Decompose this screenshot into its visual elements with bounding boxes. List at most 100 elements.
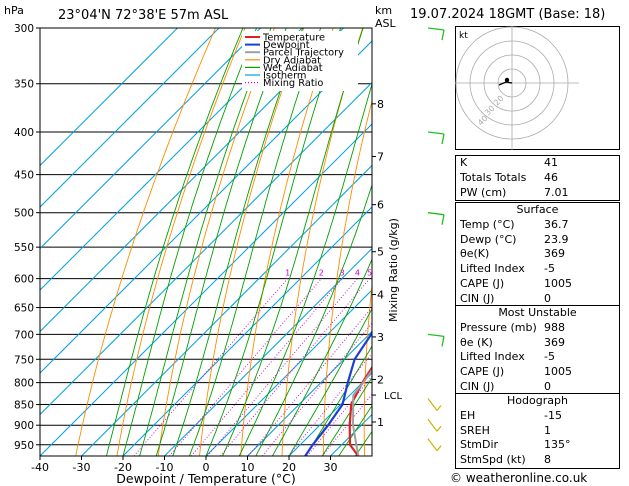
- dry-adiabat-line: [157, 28, 275, 456]
- hodograph-trace: [498, 81, 513, 86]
- legend-label: Isotherm: [263, 71, 306, 82]
- x-axis-label: Dewpoint / Temperature (°C): [116, 471, 295, 486]
- datetime-title: 19.07.2024 18GMT (Base: 18): [410, 7, 606, 22]
- index-value: 1: [544, 423, 551, 437]
- mixing-ratio-label: 15: [429, 269, 439, 278]
- index-value: -5: [544, 350, 555, 364]
- pressure-tick-label: 300: [14, 23, 34, 35]
- index-row: CAPE (J) 1005: [456, 365, 619, 380]
- index-value: 41: [544, 156, 558, 169]
- indices-most-unstable: Most Unstable Pressure (mb) 988 θe (K) 369 Li…: [455, 305, 620, 396]
- dry-adiabat-line: [116, 28, 246, 456]
- pressure-tick-label: 700: [14, 329, 34, 341]
- plot-area: [40, 28, 372, 456]
- wet-adiabat-line: [238, 82, 372, 456]
- wet-adiabat-line: [305, 345, 372, 456]
- index-row: StmSpd (kt) 8: [456, 453, 619, 468]
- index-label: CAPE (J): [460, 276, 505, 290]
- legend-label: Mixing Ratio: [263, 78, 323, 89]
- wet-adiabat-line: [188, 28, 322, 456]
- wind-barb: [427, 333, 445, 347]
- wet-adiabat-line: [288, 307, 372, 456]
- isotherm-line: [40, 28, 344, 333]
- isotherm-line: [122, 206, 372, 456]
- temperature-tick-label: 20: [282, 461, 296, 474]
- legend-label: Dry Adiabat: [263, 55, 321, 66]
- mixing-ratio-label: 2: [319, 269, 324, 278]
- wet-adiabat-line: [105, 28, 244, 456]
- location-title: 23°04'N 72°38'E 57m ASL: [58, 8, 229, 23]
- dry-adiabat-line: [404, 28, 451, 456]
- mixing-ratio-line: [248, 306, 372, 456]
- pressure-tick-label: 350: [14, 79, 34, 91]
- mixing-ratio-label: 10: [404, 269, 414, 278]
- index-value: -15: [544, 408, 562, 422]
- mixing-ratio-line: [190, 278, 343, 456]
- credit-text: © weatheronline.co.uk: [450, 471, 588, 485]
- index-row: SREH 1: [456, 424, 619, 439]
- pressure-tick-label: 650: [14, 303, 34, 315]
- mixing-ratio-label: 4: [355, 269, 360, 278]
- index-row: θe(K) 369: [456, 247, 619, 262]
- index-label: CIN (J): [460, 379, 495, 393]
- wind-barb: [427, 212, 445, 225]
- height-tick-label: 6: [377, 199, 384, 212]
- index-value: 8: [544, 453, 551, 467]
- isotherm-line: [40, 28, 220, 208]
- wet-adiabat-line: [155, 28, 287, 456]
- mixing-ratio-label: 3: [340, 269, 345, 278]
- height-tick-label: 3: [377, 331, 384, 344]
- index-row: StmDir 135°: [456, 438, 619, 453]
- mixing-ratio-line: [133, 278, 289, 456]
- isotherm-line: [205, 289, 372, 456]
- index-value: 1005: [544, 276, 572, 290]
- index-value: 369: [544, 335, 565, 349]
- pressure-tick-label: 950: [14, 440, 34, 452]
- indices-surface: Surface Temp (°C) 36.7 Dewp (°C) 23.9 θe(K) 36…: [455, 202, 620, 308]
- dry-adiabat-line: [281, 28, 364, 456]
- pressure-tick-label: 450: [14, 170, 34, 182]
- legend-label: Temperature: [262, 33, 325, 44]
- wet-adiabat-line: [205, 28, 342, 456]
- index-label: K: [460, 156, 468, 169]
- pressure-tick-label: 750: [14, 354, 34, 366]
- legend-label: Dewpoint: [263, 40, 310, 51]
- wet-adiabat-line: [338, 404, 372, 456]
- index-value: 988: [544, 320, 565, 334]
- legend-label: Parcel Trajectory: [263, 48, 344, 59]
- isotherm-line: [81, 164, 372, 456]
- index-label: Lifted Index: [460, 350, 525, 364]
- asl-label: ASL: [375, 17, 396, 30]
- height-tick-label: 8: [377, 98, 384, 111]
- index-label: PW (cm): [460, 185, 507, 199]
- pressure-tick-label: 800: [14, 378, 34, 390]
- wind-barb: [427, 131, 445, 145]
- section-title: Most Unstable: [498, 306, 577, 319]
- index-row: Pressure (mb) 988: [456, 321, 619, 336]
- index-value: 46: [544, 170, 558, 184]
- isotherm-line: [40, 28, 178, 167]
- index-row: θe (K) 369: [456, 336, 619, 351]
- mixing-ratio-label: 5: [367, 269, 372, 278]
- dry-adiabat-line: [363, 281, 372, 456]
- index-label: CAPE (J): [460, 365, 505, 379]
- index-value: 7.01: [544, 185, 569, 199]
- section-title: Hodograph: [507, 394, 568, 407]
- index-row: CIN (J) 0: [456, 380, 619, 395]
- height-tick-label: 4: [377, 289, 384, 302]
- index-label: Lifted Index: [460, 262, 525, 276]
- legend-label: Wet Adiabat: [263, 63, 323, 74]
- isotherm-line: [40, 28, 303, 291]
- mixing-ratio-axis-label: Mixing Ratio (g/kg): [387, 218, 400, 322]
- index-row: PW (cm) 7.01: [456, 186, 619, 201]
- index-row: Temp (°C) 36.7: [456, 218, 619, 233]
- temperature-tick-label: 0: [203, 461, 210, 474]
- wet-adiabat-line: [222, 28, 364, 456]
- pressure-tick-label: 500: [14, 208, 34, 220]
- dry-adiabat-line: [240, 28, 334, 456]
- index-label: Totals Totals: [460, 170, 527, 184]
- pressure-tick-label: 550: [14, 242, 34, 254]
- temperature-tick-label: -20: [114, 461, 132, 474]
- storm-motion-marker: [504, 77, 510, 83]
